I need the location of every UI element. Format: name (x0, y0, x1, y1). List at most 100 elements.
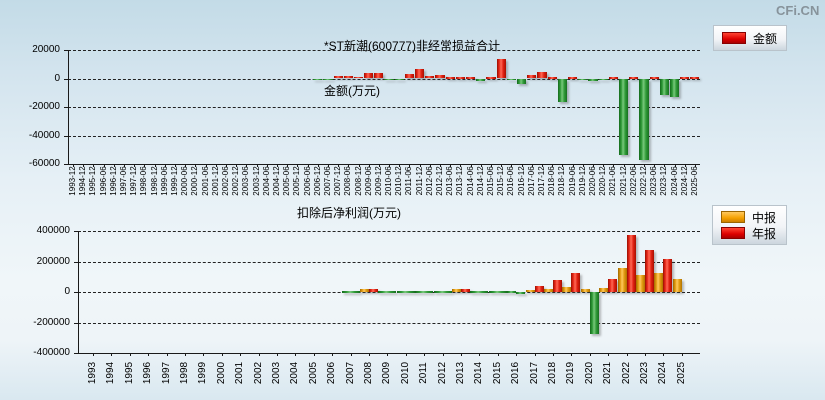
x-tick-label: 1998-06 (139, 166, 149, 196)
gridline (68, 107, 700, 108)
x-axis-tick (134, 164, 136, 167)
x-tick-label: 2022-06 (628, 166, 638, 196)
x-axis-tick (684, 164, 686, 167)
x-axis-tick (479, 353, 481, 356)
x-tick-label: 2007-12 (333, 166, 343, 196)
x-tick-label: 1996-12 (108, 166, 118, 196)
x-tick-label: 2012 (436, 361, 448, 385)
y-tick-label: -60000 (28, 158, 60, 169)
bar (534, 286, 544, 292)
x-axis-tick (256, 164, 258, 167)
y-tick-label: 200000 (36, 255, 70, 267)
x-axis-tick (582, 164, 584, 167)
x-axis-tick (166, 353, 168, 356)
x-axis-tick (175, 164, 177, 167)
x-axis-tick (440, 164, 442, 167)
x-axis-tick (571, 353, 573, 356)
x-axis (78, 353, 700, 354)
x-tick-label: 2016 (510, 361, 522, 385)
x-axis-tick (226, 164, 227, 167)
x-axis-tick (307, 164, 309, 167)
legend-label: 年报 (752, 226, 777, 241)
x-tick-label: 2015 (491, 361, 503, 385)
x-axis-tick (317, 164, 319, 167)
bar (445, 77, 455, 79)
x-axis-tick (277, 353, 278, 356)
y-axis-tick (74, 292, 78, 293)
bar (353, 76, 364, 79)
bar (452, 289, 461, 292)
x-tick-label: 2024-12 (679, 166, 689, 196)
bar (588, 78, 598, 81)
x-tick-label: 2024-06 (669, 166, 679, 196)
x-tick-label: 2012-06 (424, 166, 434, 196)
x-axis-tick (103, 164, 105, 167)
bar (629, 77, 639, 79)
gridline (68, 50, 700, 51)
bar (333, 76, 343, 79)
x-tick-label: 2005-12 (292, 166, 302, 196)
x-tick-label: 2014-12 (475, 166, 485, 196)
x-axis-tick (389, 164, 391, 167)
x-axis-tick (424, 353, 426, 356)
legend-label: 中报 (752, 210, 777, 225)
x-tick-label: 2002 (252, 361, 264, 385)
x-tick-label: 1998-12 (149, 166, 159, 196)
bar (516, 292, 526, 294)
x-axis-tick (350, 353, 352, 356)
bar (415, 68, 425, 79)
x-axis-tick (542, 164, 543, 167)
bar (626, 235, 636, 292)
bar (506, 78, 516, 80)
x-axis-tick (511, 164, 513, 167)
x-tick-label: 2006-06 (302, 166, 312, 196)
x-axis-tick (589, 353, 591, 356)
y-tick-label: -20000 (28, 101, 60, 112)
x-tick-label: 2023-12 (659, 166, 669, 196)
x-axis-tick (144, 164, 146, 167)
legend-swatch-orange (721, 211, 745, 223)
x-tick-label: 2021 (602, 361, 614, 385)
y-axis-tick (74, 322, 78, 324)
bar (639, 78, 649, 160)
x-axis (68, 164, 700, 165)
x-tick-label: 2020 (583, 361, 595, 385)
gridline (78, 322, 700, 324)
x-tick-label: 2012-12 (435, 166, 445, 196)
bar (435, 74, 445, 79)
x-axis-tick (633, 164, 635, 167)
x-axis-tick (534, 353, 536, 356)
bar (608, 77, 618, 79)
x-tick-label: 2007-06 (322, 166, 332, 196)
x-tick-label: 2022-12 (638, 166, 648, 196)
bar (323, 78, 333, 80)
x-axis-tick (645, 353, 646, 356)
x-axis-tick (185, 353, 186, 356)
x-tick-label: 2013 (455, 361, 466, 385)
x-axis-tick (603, 164, 605, 167)
x-tick-label: 2001-12 (210, 166, 220, 196)
x-axis-tick (113, 164, 115, 167)
gridline (68, 78, 700, 80)
bar (461, 288, 470, 292)
bar (374, 72, 384, 79)
x-tick-label: 2025-06 (689, 166, 699, 196)
x-tick-label: 1993 (87, 361, 98, 385)
x-axis-tick (521, 164, 523, 167)
chart-title-line1: *ST新潮(600777)非经常损益合计 (324, 39, 501, 53)
y-tick-label: 400000 (36, 225, 70, 236)
x-tick-label: 2010-06 (384, 166, 394, 196)
x-tick-label: 2022 (620, 361, 632, 385)
x-tick-label: 2020-12 (598, 166, 608, 196)
bar (433, 291, 452, 293)
x-axis-tick (358, 164, 360, 167)
y-tick-label: 0 (54, 72, 60, 84)
x-axis-tick (450, 164, 452, 167)
x-axis-tick (295, 353, 297, 356)
x-axis-tick (164, 164, 166, 167)
x-axis-tick (93, 353, 94, 356)
x-tick-label: 2002-12 (231, 166, 241, 196)
x-tick-label: 2011-12 (414, 166, 424, 196)
bar (589, 292, 599, 334)
